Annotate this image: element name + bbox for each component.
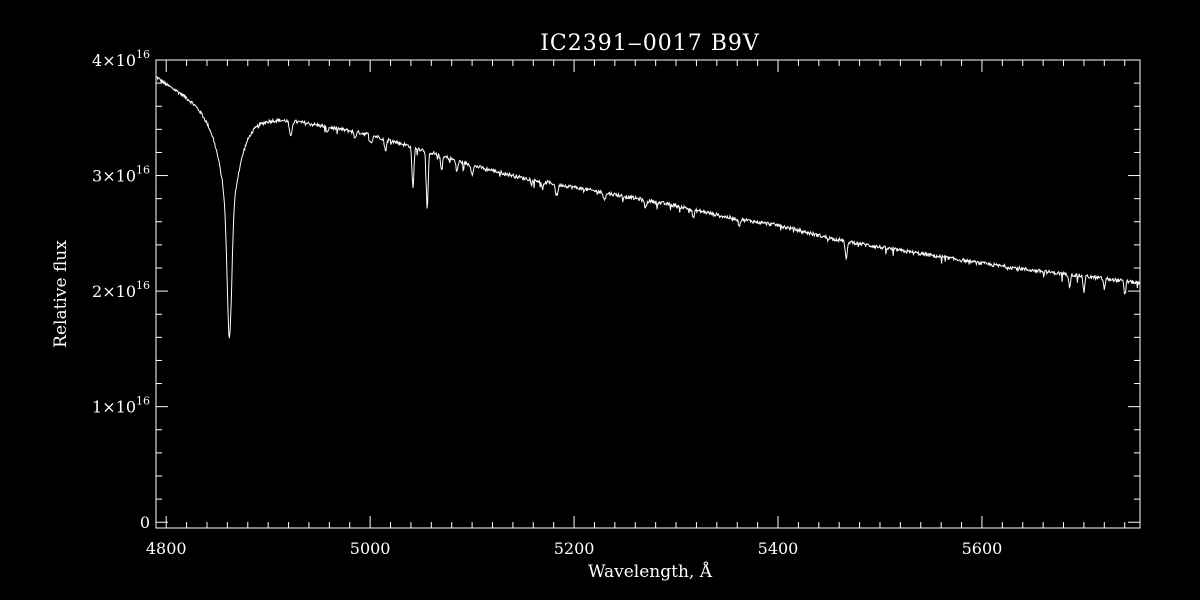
y-tick-mantissa: 3×10 <box>92 167 136 186</box>
y-tick-mantissa: 4×10 <box>92 51 136 70</box>
x-tick-label: 5200 <box>554 539 595 558</box>
x-axis-ticks <box>165 60 1126 528</box>
x-tick-label: 5600 <box>962 539 1003 558</box>
y-tick-exponent: 16 <box>136 164 150 177</box>
spectrum-series-line <box>155 75 1141 339</box>
y-tick-label: 0 <box>140 513 150 532</box>
y-tick-exponent: 16 <box>136 48 150 61</box>
y-tick-exponent: 16 <box>136 395 150 408</box>
y-tick-mantissa: 0 <box>140 513 150 532</box>
y-tick-mantissa: 1×10 <box>92 398 136 417</box>
y-tick-label: 1×1016 <box>92 395 150 417</box>
y-tick-label: 2×1016 <box>92 279 150 301</box>
y-tick-label: 3×1016 <box>92 164 150 186</box>
x-axis-tick-labels: 4800 5000 5200 5400 5600 <box>146 539 1002 558</box>
plot-frame <box>155 59 1141 529</box>
series-group <box>155 75 1141 339</box>
x-tick-label: 5400 <box>758 539 799 558</box>
x-tick-label: 4800 <box>146 539 187 558</box>
chart-title: IC2391‒0017 B9V <box>540 31 760 56</box>
y-tick-exponent: 16 <box>136 279 150 292</box>
y-tick-mantissa: 2×10 <box>92 282 136 301</box>
x-axis-label: Wavelength, Å <box>588 561 713 582</box>
y-axis-label: Relative flux <box>51 240 71 348</box>
x-tick-label: 5000 <box>350 539 391 558</box>
y-axis-ticks <box>156 59 1140 523</box>
y-tick-label: 4×1016 <box>92 48 150 70</box>
